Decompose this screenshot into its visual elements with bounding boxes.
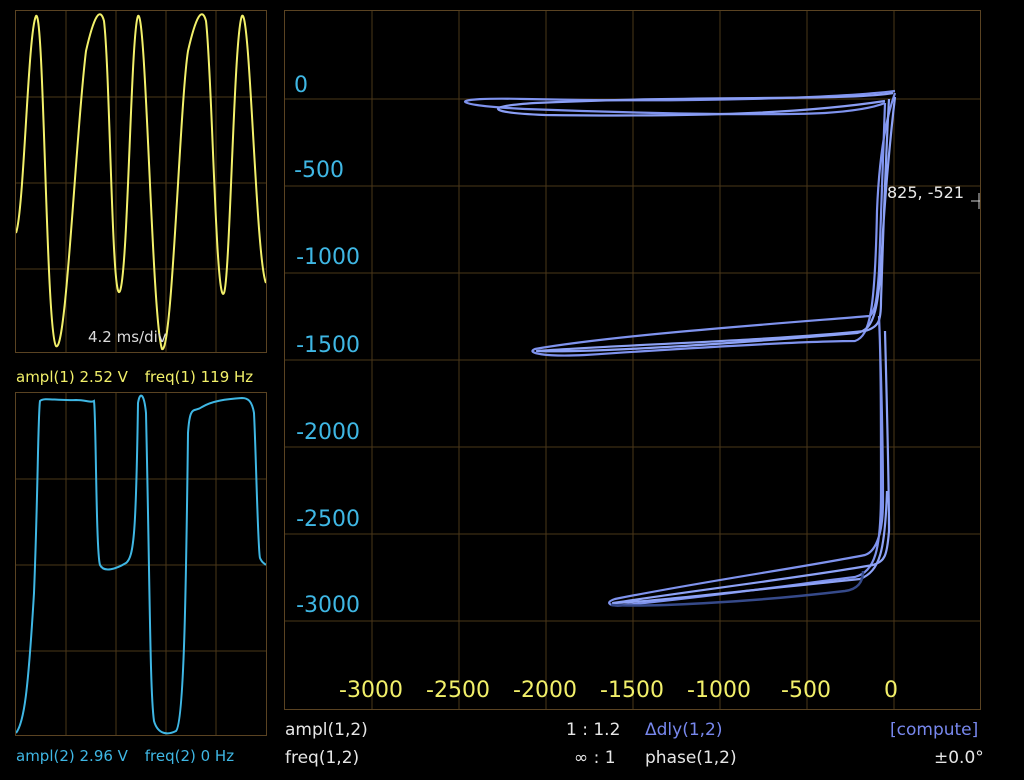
ch1-plot: [16, 11, 266, 352]
x-tick-5: -500: [781, 678, 831, 703]
phase-label: phase(1,2): [645, 748, 737, 768]
xy-trace: [464, 89, 897, 607]
ch2-trace: [16, 394, 266, 735]
freq-ratio-label: freq(1,2): [285, 748, 360, 768]
x-tick-3: -1500: [600, 678, 664, 703]
ampl-ratio-label: ampl(1,2): [285, 720, 368, 740]
cursor-coordinates: 825, -521: [887, 183, 965, 202]
compute-button[interactable]: [compute]: [890, 720, 979, 740]
y-tick-4: -2000: [296, 420, 360, 445]
ch2-waveform-panel[interactable]: [15, 392, 267, 736]
ch2-readout: ampl(2) 2.96 V freq(2) 0 Hz: [16, 747, 246, 765]
phase-value: ±0.0°: [934, 748, 984, 768]
y-tick-0: 0: [294, 73, 308, 98]
y-tick-2: -1000: [296, 245, 360, 270]
xy-grid: [285, 11, 980, 709]
cursor-crosshair: [971, 193, 980, 209]
y-tick-5: -2500: [296, 507, 360, 532]
ch1-amplitude: ampl(1) 2.52 V: [16, 368, 128, 386]
x-tick-6: 0: [884, 678, 898, 703]
x-tick-4: -1000: [687, 678, 751, 703]
ch1-readout: ampl(1) 2.52 V freq(1) 119 Hz: [16, 368, 265, 386]
xy-plot-panel[interactable]: [284, 10, 981, 710]
ch1-waveform-panel[interactable]: [15, 10, 267, 353]
ch2-plot: [16, 393, 266, 735]
xy-plot: [285, 11, 980, 709]
time-base-label: 4.2 ms/div: [88, 328, 167, 346]
x-tick-1: -2500: [426, 678, 490, 703]
y-tick-3: -1500: [296, 333, 360, 358]
y-tick-6: -3000: [296, 593, 360, 618]
ampl-ratio-value: 1 : 1.2: [566, 720, 621, 740]
x-tick-2: -2000: [513, 678, 577, 703]
ch1-trace: [16, 13, 266, 351]
ch2-amplitude: ampl(2) 2.96 V: [16, 747, 128, 765]
ch2-frequency: freq(2) 0 Hz: [144, 747, 235, 765]
y-tick-1: -500: [294, 158, 344, 183]
freq-ratio-value: ∞ : 1: [574, 748, 616, 768]
ch1-frequency: freq(1) 119 Hz: [144, 368, 254, 386]
x-tick-0: -3000: [339, 678, 403, 703]
delay-label: Δdly(1,2): [645, 720, 723, 740]
